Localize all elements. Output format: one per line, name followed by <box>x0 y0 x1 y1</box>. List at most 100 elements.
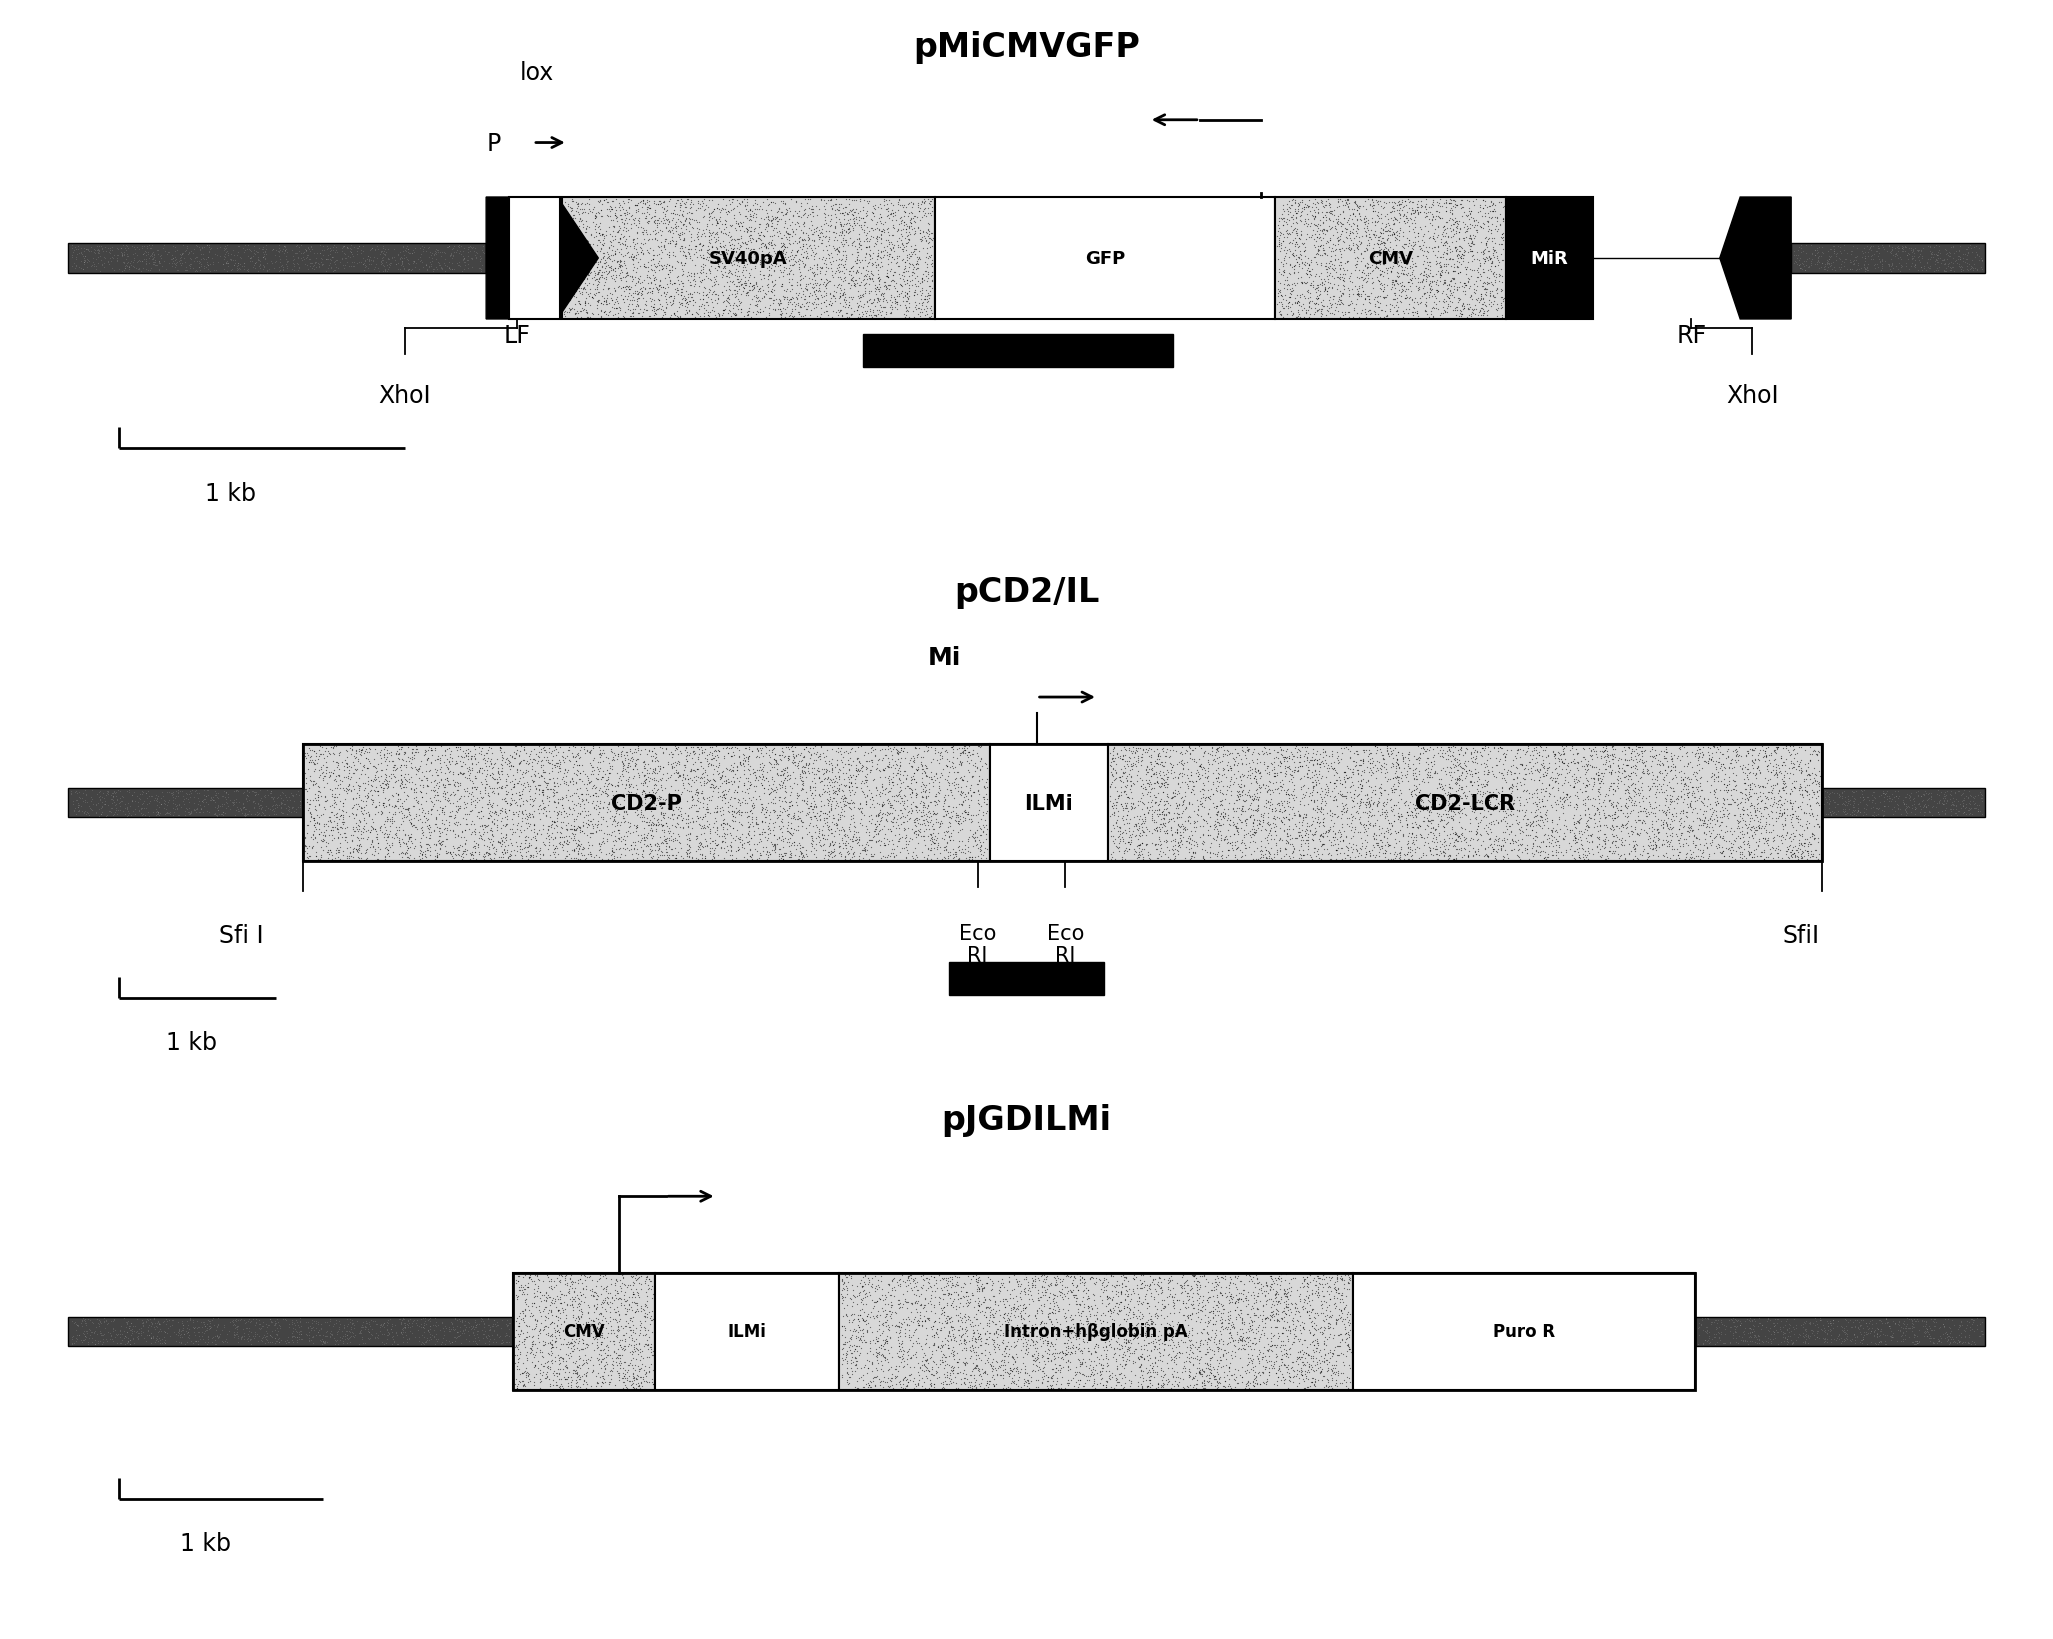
Point <box>207 783 240 810</box>
Point <box>493 1311 526 1337</box>
Point <box>661 795 694 821</box>
Point <box>382 782 415 808</box>
Point <box>452 736 485 762</box>
Point <box>1193 1305 1226 1331</box>
Point <box>821 734 854 760</box>
Point <box>643 787 675 813</box>
Point <box>1846 1329 1878 1355</box>
Point <box>817 833 850 859</box>
Point <box>472 1316 505 1342</box>
Point <box>782 300 815 326</box>
Point <box>1825 241 1858 267</box>
Point <box>897 207 930 233</box>
Point <box>1172 808 1205 834</box>
Point <box>1529 798 1562 824</box>
Point <box>723 769 756 795</box>
Point <box>1622 742 1655 769</box>
Point <box>1692 1306 1725 1333</box>
Point <box>823 764 856 790</box>
Point <box>1205 1280 1238 1306</box>
Point <box>1160 782 1193 808</box>
Point <box>1131 1319 1164 1346</box>
Point <box>1146 806 1178 833</box>
Point <box>1618 833 1651 859</box>
Point <box>1263 277 1295 303</box>
Point <box>1778 775 1811 801</box>
Point <box>1271 788 1304 815</box>
Point <box>585 284 618 310</box>
Point <box>1720 813 1753 839</box>
Point <box>437 806 470 833</box>
Point <box>1269 1262 1302 1288</box>
Point <box>1712 792 1745 818</box>
Point <box>803 279 836 305</box>
Point <box>1725 1311 1757 1337</box>
Point <box>509 769 542 795</box>
Point <box>454 821 487 847</box>
Point <box>868 1305 901 1331</box>
Point <box>1503 838 1536 864</box>
Point <box>1423 795 1456 821</box>
Point <box>610 236 643 262</box>
Point <box>983 1362 1016 1388</box>
Point <box>548 270 581 297</box>
Point <box>735 826 768 852</box>
Point <box>780 216 813 243</box>
Point <box>1636 833 1669 859</box>
Point <box>1322 225 1355 251</box>
Point <box>1831 241 1864 267</box>
Point <box>74 788 107 815</box>
Point <box>1589 831 1622 857</box>
Point <box>622 1265 655 1292</box>
Point <box>456 254 489 280</box>
Point <box>936 1359 969 1385</box>
Point <box>482 1313 515 1339</box>
Point <box>1410 264 1443 290</box>
Point <box>1819 1326 1852 1352</box>
Point <box>1102 1298 1135 1324</box>
Point <box>1454 223 1486 249</box>
Point <box>1349 297 1382 323</box>
Point <box>1096 801 1129 828</box>
Point <box>1228 1336 1261 1362</box>
Point <box>1575 742 1607 769</box>
Point <box>1361 269 1394 295</box>
Point <box>1343 195 1376 221</box>
Point <box>870 746 903 772</box>
Point <box>1094 752 1127 779</box>
Point <box>659 846 692 872</box>
Point <box>776 305 809 331</box>
Point <box>1369 760 1402 787</box>
Point <box>1306 1364 1339 1390</box>
Point <box>558 1370 591 1396</box>
Point <box>1201 1359 1234 1385</box>
Point <box>1499 790 1532 816</box>
Point <box>844 213 877 239</box>
Point <box>560 1354 593 1380</box>
Point <box>117 1313 150 1339</box>
Point <box>1187 836 1219 862</box>
Point <box>1000 1349 1033 1375</box>
Point <box>643 287 675 313</box>
Point <box>1228 831 1261 857</box>
Point <box>815 736 848 762</box>
Point <box>1215 782 1248 808</box>
Point <box>448 783 480 810</box>
Point <box>1474 218 1507 244</box>
Point <box>774 841 807 867</box>
Point <box>1437 259 1470 285</box>
Point <box>710 285 743 311</box>
Point <box>885 1329 918 1355</box>
Point <box>1562 818 1595 844</box>
Point <box>1589 834 1622 860</box>
Point <box>838 1301 870 1328</box>
Point <box>766 772 799 798</box>
Point <box>704 765 737 792</box>
Point <box>1193 1369 1226 1395</box>
Point <box>1454 238 1486 264</box>
Point <box>109 243 142 269</box>
Point <box>312 1311 345 1337</box>
Point <box>979 1300 1012 1326</box>
Point <box>253 797 285 823</box>
Point <box>1661 836 1694 862</box>
